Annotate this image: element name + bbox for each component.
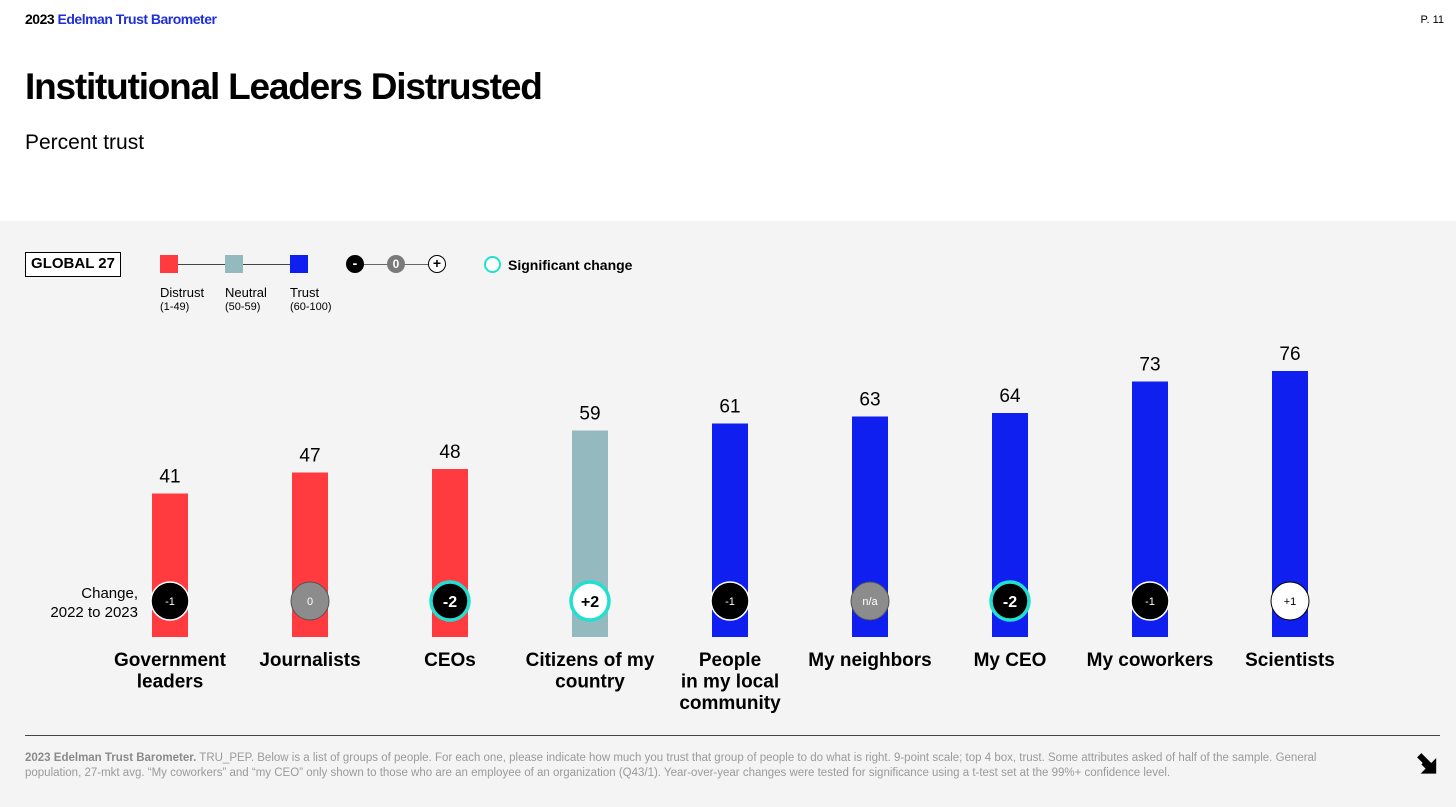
category-label: People — [699, 650, 761, 671]
significant-change-label: Significant change — [508, 257, 633, 273]
footnote-source: 2023 Edelman Trust Barometer. — [25, 752, 197, 764]
category-label: My neighbors — [808, 650, 932, 671]
bar-value-label: 41 — [159, 467, 180, 488]
legend-distrust-range: (1-49) — [160, 301, 190, 313]
legend-trust-swatch — [290, 255, 308, 273]
change-circle — [290, 581, 330, 621]
change-circle — [429, 580, 471, 622]
change-circle — [989, 580, 1031, 622]
change-row-label: Change, 2022 to 2023 — [50, 584, 138, 622]
change-circle — [850, 581, 890, 621]
bar-value-label: 48 — [439, 442, 460, 463]
category-label: leaders — [137, 672, 204, 693]
change-value-label: -2 — [443, 594, 457, 611]
change-row-label-line1: Change, — [81, 585, 138, 602]
legend-distrust-swatch — [160, 255, 178, 273]
legend-neutral-range: (50-59) — [225, 301, 261, 313]
legend-change-plus-icon: + — [428, 255, 446, 273]
global-27-badge: GLOBAL 27 — [25, 252, 121, 277]
change-circle — [1270, 581, 1310, 621]
brand-name: Edelman Trust Barometer — [57, 11, 217, 27]
category-label: community — [679, 693, 781, 714]
category-label: Scientists — [1245, 650, 1335, 671]
next-arrow-icon[interactable] — [1410, 746, 1444, 780]
header-area — [0, 0, 1456, 221]
category-label: My CEO — [974, 650, 1047, 671]
change-value-label: 0 — [307, 596, 313, 608]
legend-neutral-swatch — [225, 255, 243, 273]
change-row-label-line2: 2022 to 2023 — [50, 604, 138, 621]
legend-trust-text: Trust — [290, 285, 320, 300]
legend-distrust-text: Distrust — [160, 285, 205, 300]
legend-distrust-label: Distrust (1-49) — [160, 285, 204, 315]
change-value-label: +2 — [581, 594, 599, 611]
change-circle — [1130, 581, 1170, 621]
legend-trust-range: (60-100) — [290, 301, 332, 313]
brand-logo: 2023 Edelman Trust Barometer — [25, 11, 217, 27]
change-circle — [150, 581, 190, 621]
slide-title: Institutional Leaders Distrusted — [25, 66, 543, 107]
category-label: Citizens of my — [526, 650, 655, 671]
category-label: in my local — [681, 672, 779, 693]
bar-value-label: 76 — [1279, 344, 1300, 365]
footnote: 2023 Edelman Trust Barometer. TRU_PEP. B… — [25, 751, 1325, 781]
bar-value-label: 73 — [1139, 355, 1160, 376]
legend-change-minus-icon: - — [346, 255, 364, 273]
legend-trust-label: Trust (60-100) — [290, 285, 332, 315]
change-value-label: -2 — [1003, 594, 1017, 611]
category-label: Government — [114, 650, 227, 671]
brand-year: 2023 — [25, 11, 55, 27]
category-label: My coworkers — [1087, 650, 1214, 671]
legend-change-zero-icon: 0 — [387, 255, 405, 273]
slide-subtitle: Percent trust — [25, 131, 145, 154]
significant-change-ring-icon — [484, 256, 501, 273]
change-value-label: -1 — [725, 596, 735, 608]
footer-divider — [25, 735, 1440, 736]
bar-value-label: 59 — [579, 404, 600, 425]
bar-value-label: 47 — [299, 446, 320, 467]
change-value-label: +1 — [1284, 596, 1297, 608]
legend-neutral-text: Neutral — [225, 285, 267, 300]
change-value-label: -1 — [165, 596, 175, 608]
change-value-label: n/a — [862, 596, 878, 608]
category-label: country — [555, 672, 625, 693]
bar-value-label: 63 — [859, 390, 880, 411]
page-number: P. 11 — [1420, 14, 1444, 26]
bar-value-label: 64 — [999, 386, 1021, 407]
category-label: Journalists — [259, 650, 360, 671]
bar-value-label: 61 — [719, 397, 740, 418]
change-circle — [710, 581, 750, 621]
change-value-label: -1 — [1145, 596, 1155, 608]
footnote-text: TRU_PEP. Below is a list of groups of pe… — [25, 752, 1317, 779]
category-label: CEOs — [424, 650, 476, 671]
change-circle — [569, 580, 611, 622]
legend-neutral-label: Neutral (50-59) — [225, 285, 267, 315]
